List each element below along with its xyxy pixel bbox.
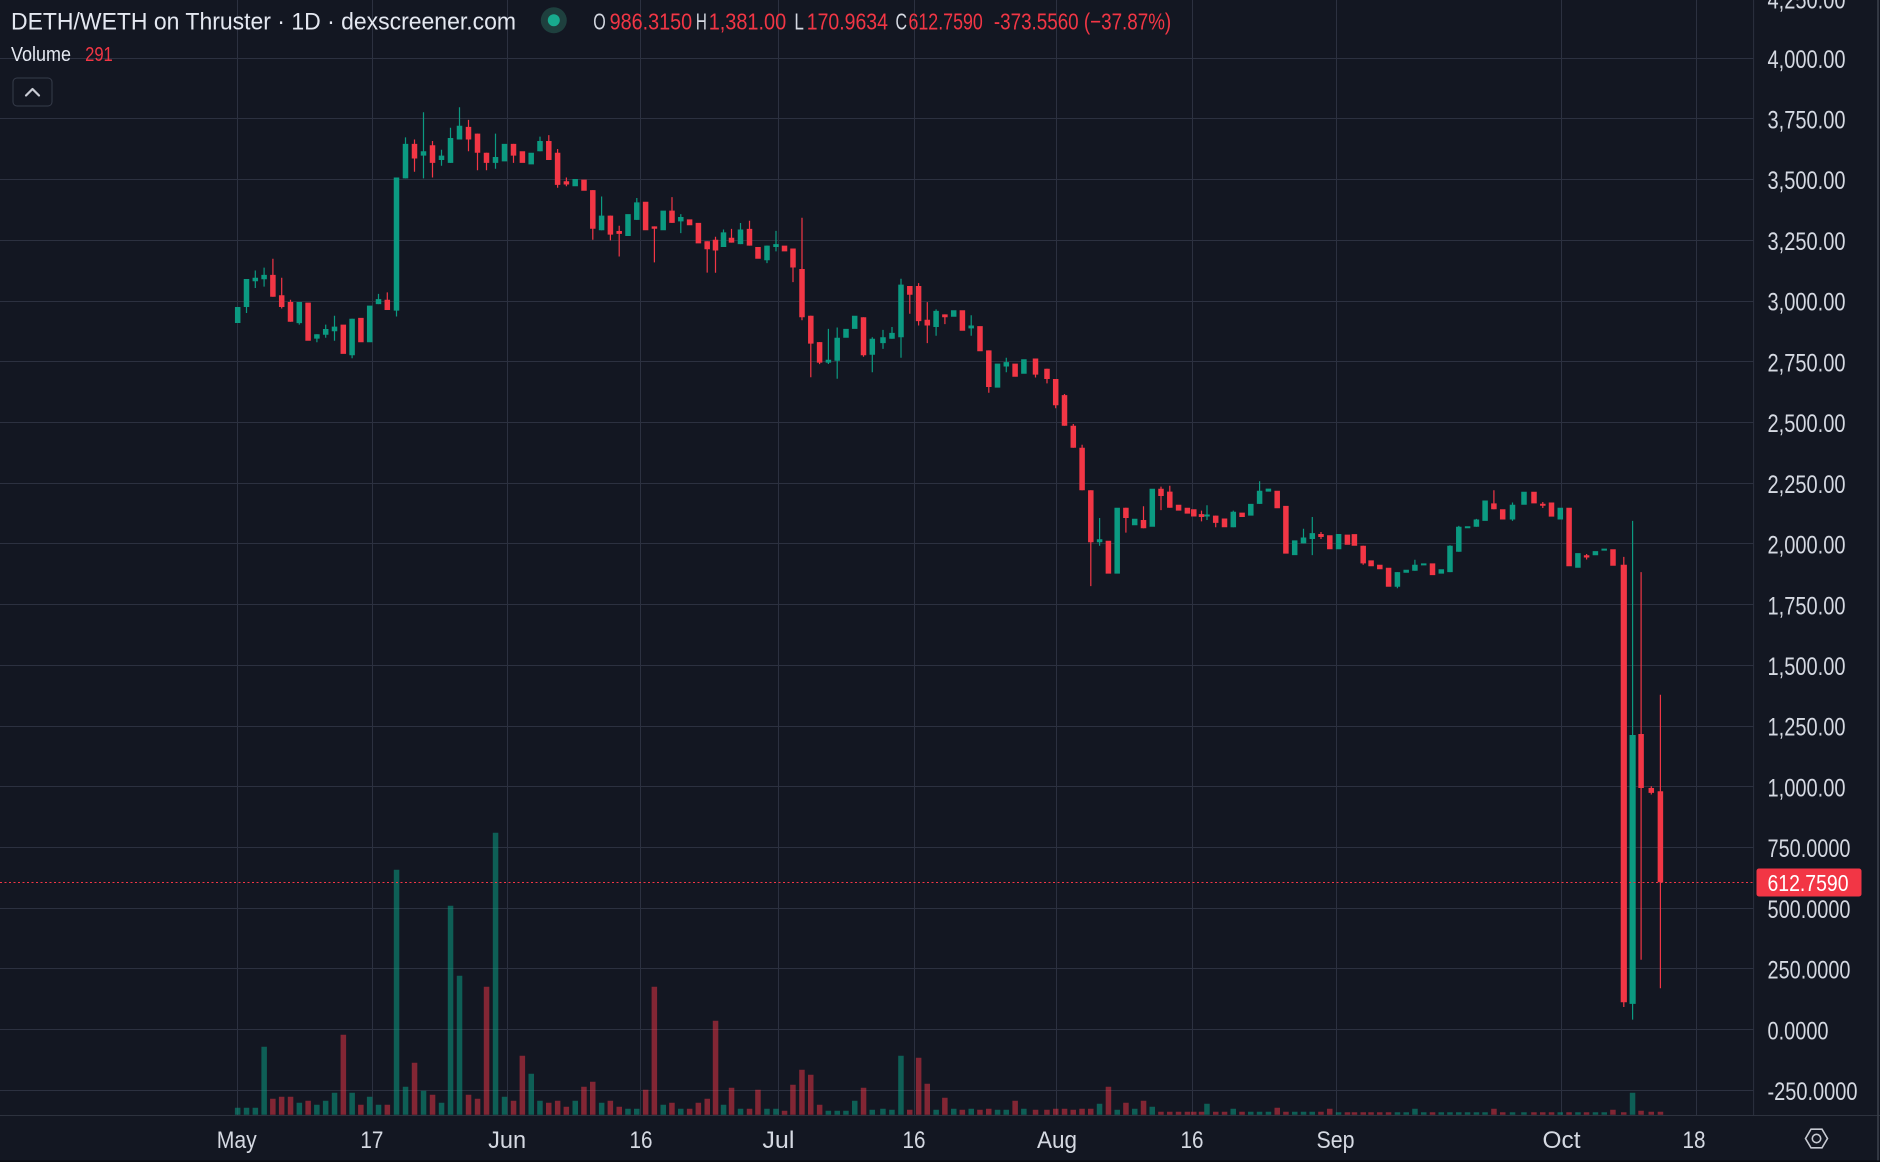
svg-text:Sep: Sep (1317, 1127, 1355, 1154)
svg-text:H: H (696, 8, 707, 34)
svg-text:2,500.00: 2,500.00 (1768, 410, 1846, 438)
svg-text:O: O (593, 8, 606, 34)
svg-text:Oct: Oct (1543, 1127, 1581, 1154)
svg-text:-250.0000: -250.0000 (1768, 1078, 1858, 1106)
svg-text:Jul: Jul (762, 1127, 794, 1154)
svg-text:250.0000: 250.0000 (1768, 957, 1851, 985)
svg-text:4,250.00: 4,250.00 (1768, 0, 1846, 14)
svg-text:1,750.00: 1,750.00 (1768, 592, 1846, 620)
svg-text:18: 18 (1683, 1127, 1706, 1154)
svg-text:May: May (217, 1127, 257, 1154)
svg-text:3,750.00: 3,750.00 (1768, 107, 1846, 135)
svg-text:2,000.00: 2,000.00 (1768, 532, 1846, 560)
svg-text:2,750.00: 2,750.00 (1768, 349, 1846, 377)
svg-text:Jun: Jun (488, 1127, 526, 1154)
svg-text:C: C (896, 8, 908, 34)
svg-text:3,500.00: 3,500.00 (1768, 167, 1846, 195)
svg-text:3,250.00: 3,250.00 (1768, 228, 1846, 256)
svg-text:1,000.00: 1,000.00 (1768, 774, 1846, 802)
svg-text:-373.5560 (−37.87%): -373.5560 (−37.87%) (994, 8, 1171, 34)
svg-text:2,250.00: 2,250.00 (1768, 471, 1846, 499)
svg-text:16: 16 (903, 1127, 926, 1154)
svg-text:DETH/WETH on Thruster · 1D · d: DETH/WETH on Thruster · 1D · dexscreener… (11, 9, 516, 36)
svg-text:1,500.00: 1,500.00 (1768, 653, 1846, 681)
svg-text:291: 291 (85, 44, 113, 66)
svg-text:L: L (794, 8, 804, 34)
svg-text:16: 16 (630, 1127, 653, 1154)
svg-text:500.0000: 500.0000 (1768, 896, 1851, 924)
svg-text:612.7590: 612.7590 (909, 8, 983, 34)
svg-text:1,250.00: 1,250.00 (1768, 714, 1846, 742)
svg-text:4,000.00: 4,000.00 (1768, 46, 1846, 74)
svg-text:3,000.00: 3,000.00 (1768, 289, 1846, 317)
svg-text:170.9634: 170.9634 (807, 8, 888, 34)
svg-text:Volume: Volume (11, 44, 71, 66)
svg-text:Aug: Aug (1037, 1127, 1077, 1154)
svg-text:1,381.00: 1,381.00 (709, 8, 787, 34)
svg-text:612.7590: 612.7590 (1768, 870, 1849, 896)
svg-text:16: 16 (1181, 1127, 1204, 1154)
svg-text:750.0000: 750.0000 (1768, 835, 1851, 863)
svg-text:17: 17 (360, 1127, 383, 1154)
svg-text:986.3150: 986.3150 (610, 8, 693, 34)
svg-text:0.0000: 0.0000 (1768, 1017, 1829, 1045)
